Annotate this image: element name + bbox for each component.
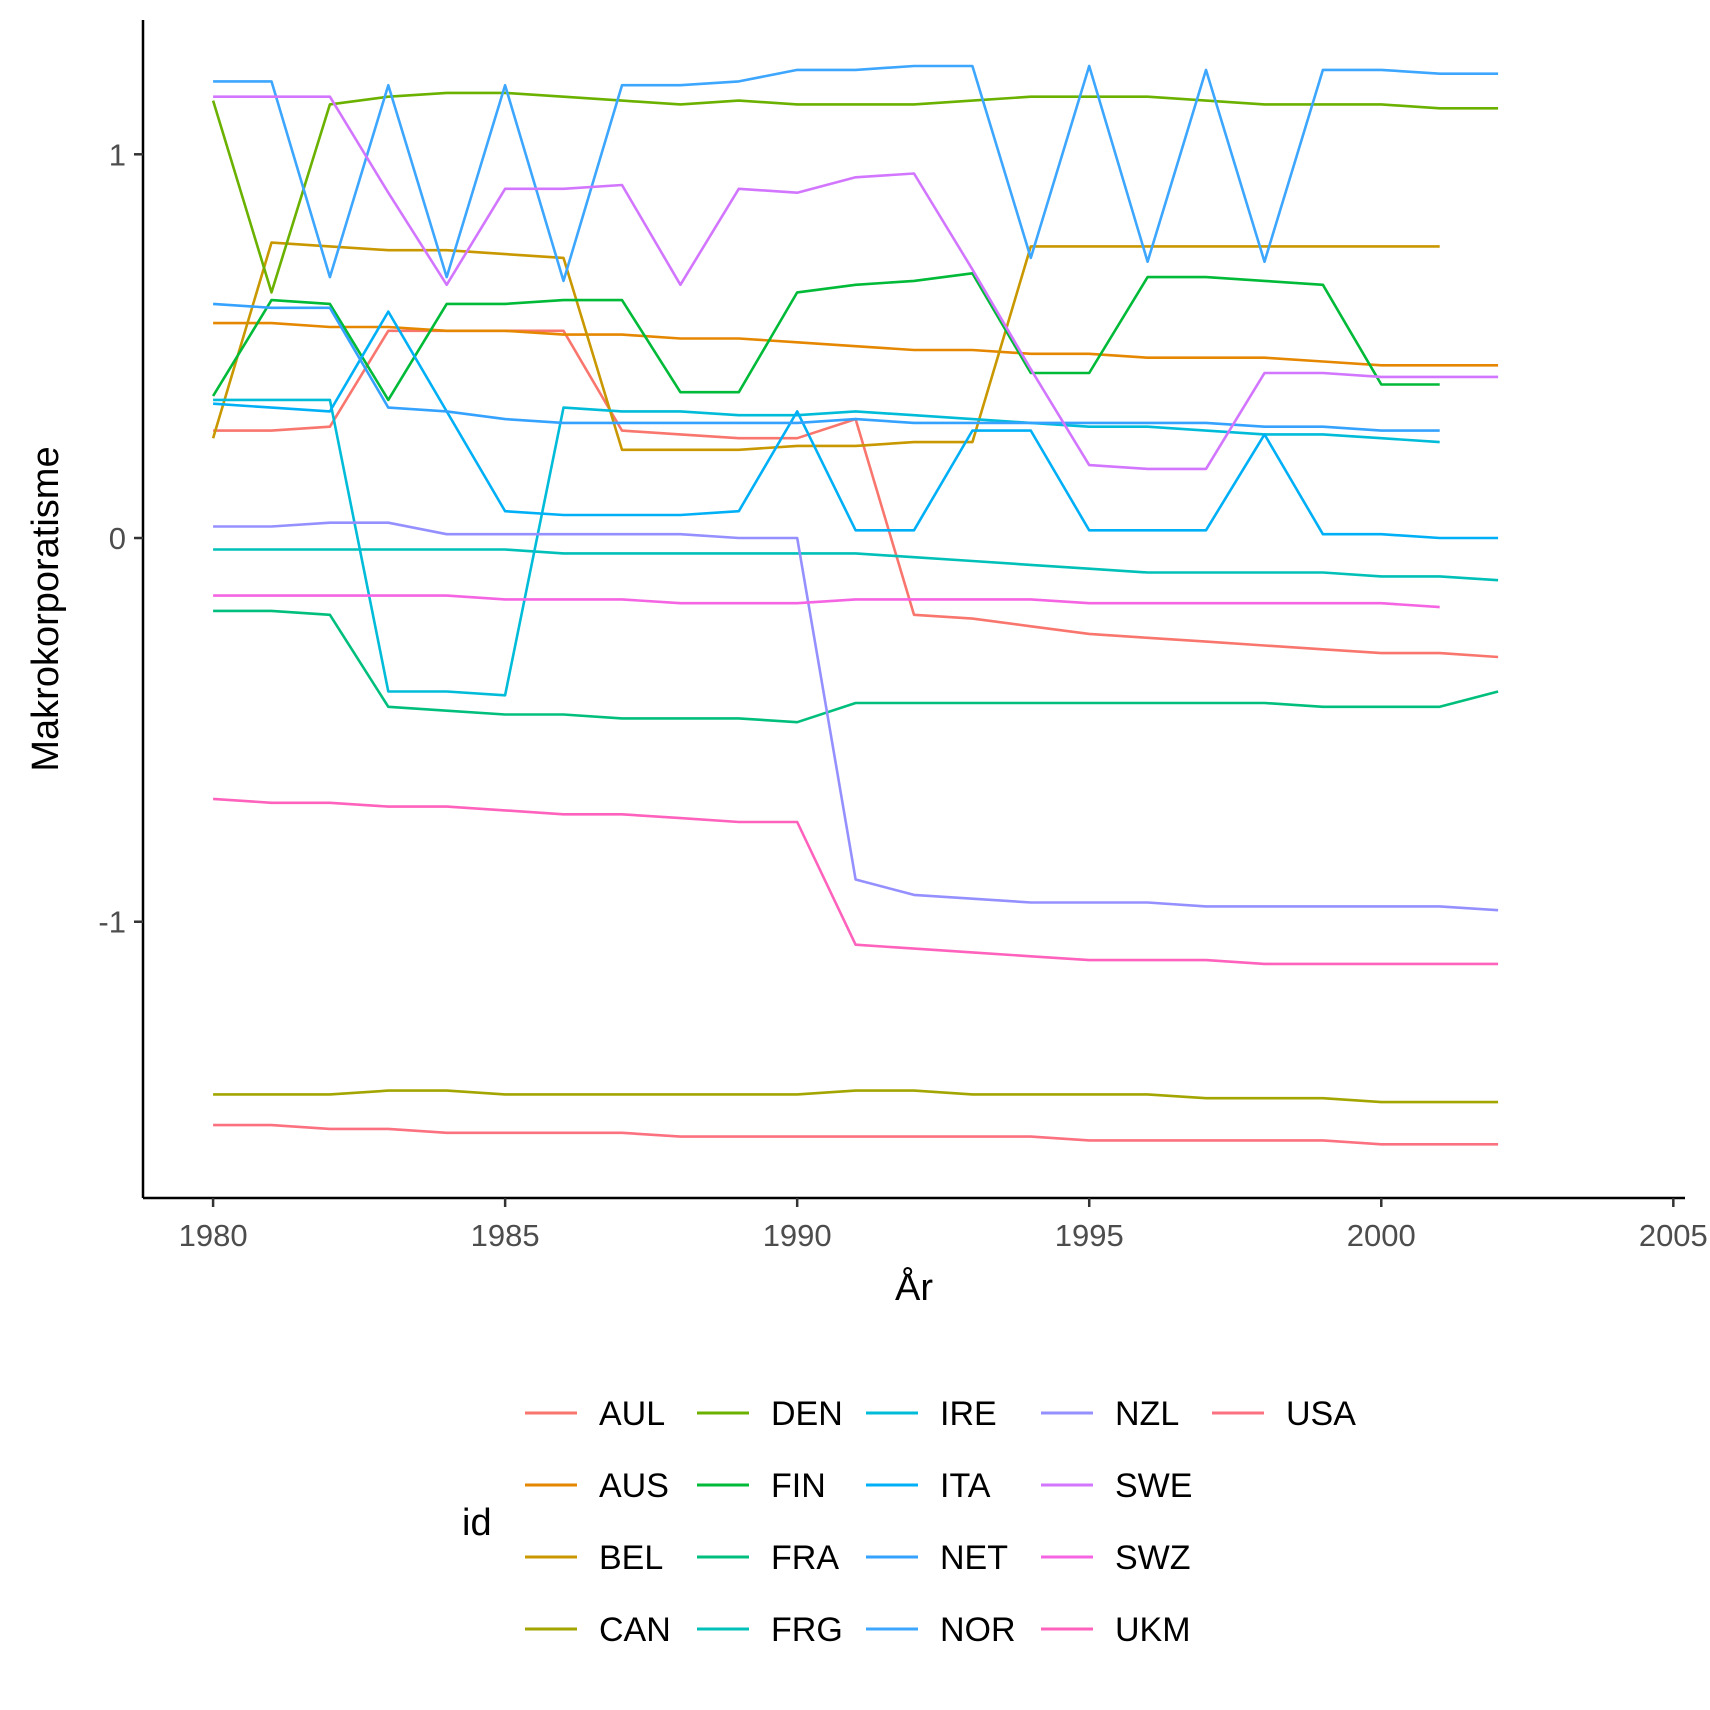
- series-line-bel: [211, 241, 1440, 452]
- legend-item-fra: FRA: [697, 1539, 839, 1577]
- legend-item-net: NET: [866, 1539, 1008, 1577]
- legend-item-nor: NOR: [866, 1611, 1016, 1649]
- legend-label: BEL: [599, 1539, 663, 1577]
- legend-label: IRE: [940, 1395, 997, 1433]
- legend-item-ita: ITA: [866, 1467, 991, 1505]
- series-line-den: [211, 91, 1499, 294]
- legend-item-ire: IRE: [866, 1395, 997, 1433]
- series-line-swz: [213, 594, 1440, 609]
- series-line-aus: [213, 321, 1499, 367]
- series-line-fra: [213, 609, 1499, 724]
- legend-item-swz: SWZ: [1041, 1539, 1191, 1577]
- x-axis-title: År: [895, 1265, 933, 1309]
- y-tick-label: -1: [98, 905, 126, 940]
- legend-item-bel: BEL: [525, 1539, 663, 1577]
- legend-label: AUS: [599, 1467, 669, 1505]
- legend-item-frg: FRG: [697, 1611, 843, 1649]
- axes-layer: [141, 20, 1685, 1200]
- legend: id AUL AUS BEL CAN DEN FIN FRA FRG IRE ITA NET NOR N…: [462, 1395, 1356, 1649]
- series-line-ukm: [213, 797, 1499, 966]
- x-tick-label: 2005: [1639, 1218, 1708, 1253]
- legend-item-swe: SWE: [1041, 1467, 1192, 1505]
- legend-label: SWZ: [1115, 1539, 1191, 1577]
- x-tick-label: 1990: [763, 1218, 832, 1253]
- legend-label: AUL: [599, 1395, 665, 1433]
- legend-label: SWE: [1115, 1467, 1192, 1505]
- series-line-fin: [211, 271, 1440, 402]
- y-tick-label: 0: [109, 521, 126, 556]
- legend-label: FIN: [771, 1467, 826, 1505]
- series-line-frg: [213, 548, 1499, 582]
- legend-label: NOR: [940, 1611, 1016, 1649]
- legend-label: FRG: [771, 1611, 843, 1649]
- series-line-ire: [213, 398, 1440, 697]
- legend-label: DEN: [771, 1395, 843, 1433]
- ticks-layer: 1980 1985 1990 1995 2000 2005 1 0 -1: [98, 137, 1707, 1253]
- legend-item-aus: AUS: [525, 1467, 669, 1505]
- legend-label: ITA: [940, 1467, 991, 1505]
- series-line-net: [213, 302, 1440, 432]
- series-line-aul: [213, 329, 1499, 659]
- legend-item-can: CAN: [525, 1611, 671, 1649]
- y-axis-title: Makrokorporatisme: [25, 446, 67, 771]
- x-tick-label: 2000: [1347, 1218, 1416, 1253]
- legend-label: NZL: [1115, 1395, 1179, 1433]
- series-line-can: [213, 1089, 1499, 1104]
- legend-label: UKM: [1115, 1611, 1191, 1649]
- series-line-ita: [213, 310, 1499, 540]
- series-line-usa: [213, 1123, 1499, 1146]
- legend-label: NET: [940, 1539, 1008, 1577]
- series-layer: [211, 64, 1499, 1146]
- legend-item-aul: AUL: [525, 1395, 665, 1433]
- legend-item-nzl: NZL: [1041, 1395, 1179, 1433]
- x-tick-label: 1995: [1055, 1218, 1124, 1253]
- legend-title: id: [462, 1502, 492, 1544]
- legend-item-fin: FIN: [697, 1467, 826, 1505]
- y-tick-label: 1: [109, 137, 126, 172]
- legend-item-usa: USA: [1212, 1395, 1356, 1433]
- legend-item-den: DEN: [697, 1395, 843, 1433]
- series-line-nzl: [213, 521, 1499, 912]
- legend-label: USA: [1286, 1395, 1356, 1433]
- x-tick-label: 1985: [471, 1218, 540, 1253]
- legend-label: CAN: [599, 1611, 671, 1649]
- legend-label: FRA: [771, 1539, 839, 1577]
- series-line-nor: [213, 64, 1499, 283]
- legend-item-ukm: UKM: [1041, 1611, 1191, 1649]
- series-line-swe: [213, 95, 1499, 471]
- x-tick-label: 1980: [179, 1218, 248, 1253]
